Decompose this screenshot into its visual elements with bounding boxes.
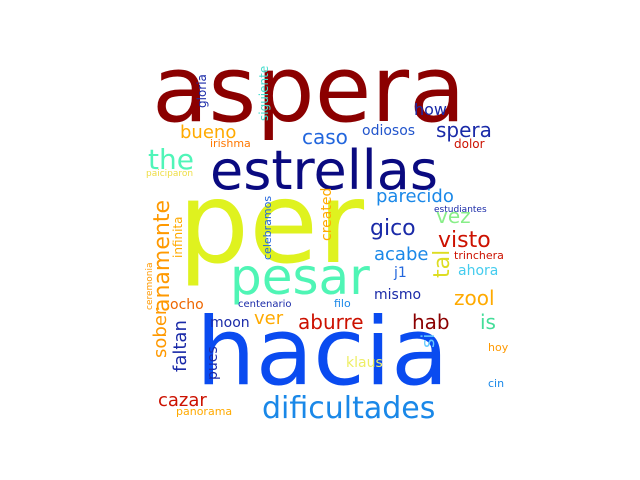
cloud-word: per xyxy=(178,159,365,289)
cloud-word: vez xyxy=(436,204,471,228)
cloud-word: filo xyxy=(334,297,351,310)
cloud-word: panorama xyxy=(176,405,233,418)
cloud-word: estrellas xyxy=(210,139,438,202)
cloud-word: cazar xyxy=(158,390,207,411)
cloud-word: zool xyxy=(454,286,495,310)
cloud-word: aburre xyxy=(298,310,364,334)
cloud-word: estudiantes xyxy=(434,205,487,215)
cloud-word: acabe xyxy=(374,244,429,265)
cloud-word: sober xyxy=(150,308,171,359)
cloud-word: aspera xyxy=(152,36,466,143)
cloud-word: odiosos xyxy=(362,123,416,139)
cloud-word: paiciparon xyxy=(146,169,194,179)
cloud-word: trinchera xyxy=(454,249,504,262)
cloud-word: klaus xyxy=(346,355,383,371)
cloud-word: hoy xyxy=(488,341,509,354)
cloud-word: tal xyxy=(430,250,455,279)
cloud-word: gloria xyxy=(195,74,209,108)
cloud-word: centenario xyxy=(238,299,292,310)
cloud-word: cin xyxy=(488,377,505,390)
cloud-word: how xyxy=(414,100,448,119)
cloud-word: ceremonia xyxy=(145,262,155,310)
cloud-word: faltan xyxy=(170,320,191,372)
cloud-word: caso xyxy=(302,125,348,149)
cloud-word: the xyxy=(148,143,194,176)
cloud-word: irishma xyxy=(210,137,251,150)
cloud-word: ahora xyxy=(458,263,499,279)
cloud-word: j1 xyxy=(394,265,407,281)
cloud-word: bueno xyxy=(180,122,237,143)
cloud-word: hacia xyxy=(196,298,449,407)
cloud-word: moon xyxy=(210,315,250,331)
cloud-word: ocho xyxy=(170,297,204,313)
cloud-word: ver xyxy=(254,308,284,329)
cloud-word: mismo xyxy=(374,287,422,303)
cloud-word: parecido xyxy=(376,186,454,207)
cloud-word: created xyxy=(319,188,335,242)
cloud-word: gico xyxy=(370,216,416,241)
cloud-word: is xyxy=(480,310,496,334)
cloud-word: pesar xyxy=(230,248,370,306)
cloud-word: siguiente xyxy=(257,66,271,122)
cloud-word: celebramos xyxy=(261,196,274,261)
cloud-word: anamente xyxy=(150,200,175,312)
cloud-word: pues xyxy=(205,346,221,380)
cloud-word: si xyxy=(418,334,439,349)
cloud-word: dolor xyxy=(454,137,485,151)
cloud-word: visto xyxy=(438,228,491,253)
cloud-word: hab xyxy=(412,310,450,334)
cloud-word: spera xyxy=(436,118,492,142)
cloud-word: dificultades xyxy=(262,391,436,426)
